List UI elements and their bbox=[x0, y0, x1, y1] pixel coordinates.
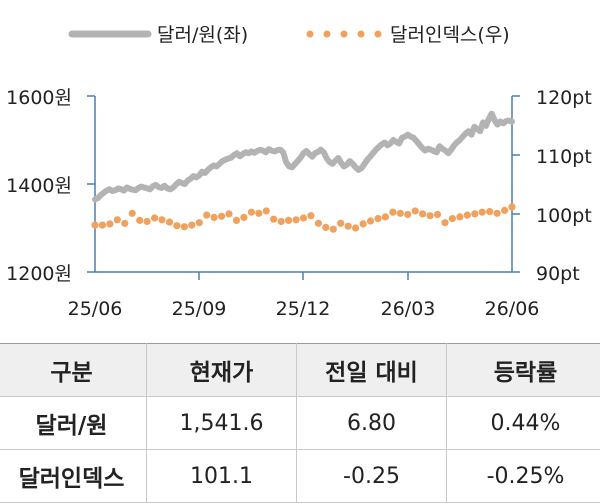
dollar-index-point bbox=[374, 215, 382, 223]
dollar-index-point bbox=[113, 216, 121, 224]
y-right-tick: 120pt bbox=[536, 87, 592, 109]
y-right-tick: 100pt bbox=[536, 205, 592, 227]
row-label: 달러인덱스 bbox=[0, 449, 147, 503]
dollar-index-point bbox=[136, 216, 144, 224]
dollar-index-point bbox=[314, 219, 322, 227]
dollar-index-point bbox=[91, 221, 99, 229]
dollar-index-point bbox=[143, 217, 151, 226]
dollar-index-point bbox=[322, 223, 330, 231]
y-right-tick: 110pt bbox=[536, 146, 592, 168]
dollar-index-point bbox=[165, 218, 174, 226]
dollar-index-point bbox=[195, 219, 203, 227]
dollar-index-point bbox=[411, 207, 419, 215]
dollar-index-point bbox=[180, 223, 188, 231]
row-price: 1,541.6 bbox=[146, 396, 297, 450]
header-category: 구분 bbox=[0, 343, 147, 397]
row-rate: 0.44% bbox=[446, 396, 600, 450]
row-price: 101.1 bbox=[146, 449, 297, 503]
header-rate: 등락률 bbox=[446, 343, 600, 397]
row-rate: -0.25% bbox=[446, 449, 600, 503]
y-right-tick: 90pt bbox=[536, 263, 580, 285]
table-header-row: 구분 현재가 전일 대비 등락률 bbox=[0, 343, 600, 397]
dollar-index-point bbox=[188, 221, 196, 229]
dollar-index-point bbox=[277, 217, 285, 226]
dollar-index-point bbox=[359, 220, 367, 228]
x-tick: 26/03 bbox=[381, 298, 436, 320]
row-change: 6.80 bbox=[296, 396, 447, 450]
dollar-index-point bbox=[352, 224, 360, 232]
dollar-index-point bbox=[471, 210, 479, 218]
dollar-index-point bbox=[307, 212, 315, 220]
legend-label-left: 달러/원(좌) bbox=[157, 24, 248, 46]
dollar-index-point bbox=[337, 219, 345, 227]
dollar-index-point bbox=[203, 211, 211, 219]
axes bbox=[87, 95, 520, 280]
table-row: 달러/원 1,541.6 6.80 0.44% bbox=[0, 396, 600, 450]
dollar-index-point bbox=[389, 208, 397, 216]
dollar-index-point bbox=[501, 206, 509, 214]
dollar-index-point bbox=[255, 209, 263, 217]
dollar-index-point bbox=[448, 215, 456, 223]
dollar-index-point bbox=[151, 214, 159, 222]
dollar-index-point bbox=[285, 216, 293, 224]
dollar-index-point bbox=[463, 211, 471, 219]
y-left-tick: 1200원 bbox=[6, 263, 72, 285]
dollar-index-point bbox=[456, 213, 464, 221]
dollar-index-point bbox=[262, 207, 270, 215]
dollar-index-point bbox=[232, 216, 241, 224]
dollar-index-point bbox=[396, 209, 404, 217]
legend-dots-swatch bbox=[306, 30, 382, 38]
dollar-index-point bbox=[508, 203, 516, 211]
dollar-index-point bbox=[292, 216, 300, 224]
table-row: 달러인덱스 101.1 -0.25 -0.25% bbox=[0, 449, 600, 503]
dollar-index-point bbox=[419, 210, 427, 218]
dollar-index-point bbox=[441, 219, 449, 227]
x-tick: 25/06 bbox=[68, 298, 123, 320]
dollar-index-point bbox=[493, 209, 501, 217]
dollar-index-point bbox=[329, 225, 337, 233]
header-change: 전일 대비 bbox=[296, 343, 447, 397]
row-change: -0.25 bbox=[296, 449, 447, 503]
dollar-index-point bbox=[98, 221, 106, 229]
dollar-index-point bbox=[128, 209, 136, 217]
series-layer bbox=[91, 110, 516, 233]
dollar-index-point bbox=[404, 210, 412, 219]
series-line-usdkrw bbox=[92, 110, 515, 203]
dollar-index-point bbox=[426, 212, 434, 220]
dollar-index-point bbox=[299, 214, 308, 222]
dollar-index-point bbox=[433, 210, 442, 219]
dollar-index-point bbox=[225, 210, 233, 218]
row-label: 달러/원 bbox=[0, 396, 147, 450]
dollar-index-point bbox=[486, 208, 494, 216]
dollar-index-point bbox=[270, 215, 278, 223]
x-tick: 25/09 bbox=[172, 298, 227, 320]
dollar-index-point bbox=[240, 213, 248, 221]
summary-table: 구분 현재가 전일 대비 등락률 달러/원 1,541.6 6.80 0.44%… bbox=[0, 343, 600, 503]
dollar-index-point bbox=[218, 212, 226, 220]
dollar-index-point bbox=[210, 213, 218, 221]
dollar-index-point bbox=[366, 217, 375, 225]
x-tick: 25/12 bbox=[276, 298, 331, 320]
y-left-tick: 1600원 bbox=[6, 87, 72, 109]
y-left-tick: 1400원 bbox=[6, 175, 72, 197]
header-price: 현재가 bbox=[146, 343, 297, 397]
legend: 달러/원(좌) 달러인덱스(우) bbox=[68, 24, 510, 46]
exchange-rate-chart: 달러/원(좌) 달러인덱스(우) 1600원 1400원 1200원 120pt… bbox=[6, 24, 592, 320]
dollar-index-point bbox=[158, 216, 166, 224]
dollar-index-point bbox=[106, 220, 114, 228]
legend-label-right: 달러인덱스(우) bbox=[390, 24, 510, 46]
dollar-index-point bbox=[478, 208, 486, 216]
dollar-index-point bbox=[381, 213, 389, 221]
dollar-index-point bbox=[173, 222, 181, 230]
dollar-index-point bbox=[344, 222, 352, 230]
dollar-index-point bbox=[121, 219, 129, 227]
x-tick: 26/06 bbox=[485, 298, 540, 320]
dollar-index-point bbox=[247, 208, 255, 216]
